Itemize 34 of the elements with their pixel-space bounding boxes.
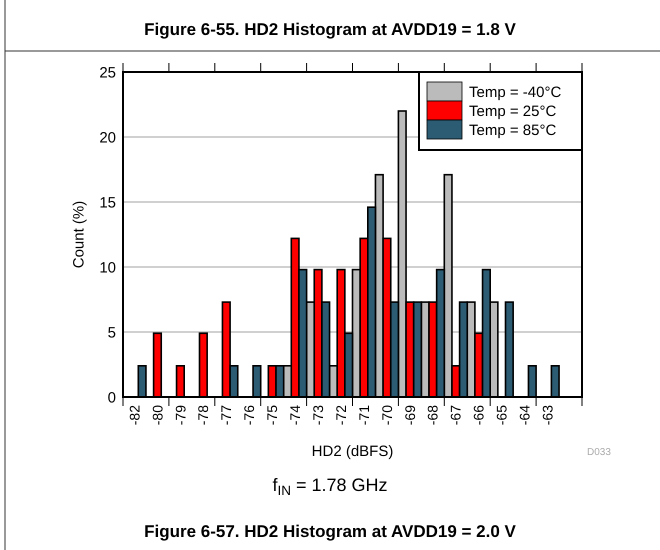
x-tick-label: -82 [126, 404, 142, 426]
y-axis-title: Count (%) [70, 200, 88, 268]
y-tick-label: 25 [99, 64, 116, 82]
caption: Figure 6-55. HD2 Histogram at AVDD19 = 1.8 V [144, 20, 517, 39]
x-tick-label: -66 [470, 404, 487, 426]
y-tick-label: 20 [99, 129, 116, 146]
legend-label: Temp = 25°C [469, 102, 556, 120]
legend-label: Temp = 85°C [469, 122, 556, 139]
y-tick-label: 10 [99, 259, 116, 276]
x-tick-label: -73 [310, 404, 326, 426]
text: Figure 6-57. HD2 Histogram at AVDD19 = 2.0 V [144, 522, 517, 541]
x-tick-label: -72 [332, 404, 349, 426]
x-tick-label: -76 [241, 404, 258, 426]
y-tick-label: 15 [99, 194, 116, 212]
x-tick-label: -63 [539, 404, 556, 426]
x-tick-label: -68 [424, 404, 441, 426]
x-tick-label: -70 [378, 404, 395, 426]
x-tick-label: -74 [287, 404, 304, 426]
x-tick-label: -64 [516, 404, 533, 426]
legend-label: Temp = -40°C [469, 84, 562, 101]
x-tick-label: -67 [448, 404, 464, 426]
y-tick-label: 5 [108, 324, 116, 342]
x-tick-label: -65 [494, 404, 510, 426]
text: D033 [587, 447, 612, 458]
x-tick-label: -78 [195, 404, 212, 426]
y-tick-label: 0 [108, 389, 116, 406]
x-tick-label: -77 [218, 404, 234, 426]
text: f$_{IN}$ = 1.78 GHz [272, 475, 388, 498]
x-tick-label: -71 [356, 404, 372, 426]
x-axis-title: HD2 (dBFS) [312, 443, 394, 460]
x-tick-label: -79 [172, 404, 188, 426]
x-tick-label: -75 [264, 404, 280, 426]
x-tick-label: -80 [149, 404, 166, 426]
x-tick-label: -69 [402, 404, 418, 426]
